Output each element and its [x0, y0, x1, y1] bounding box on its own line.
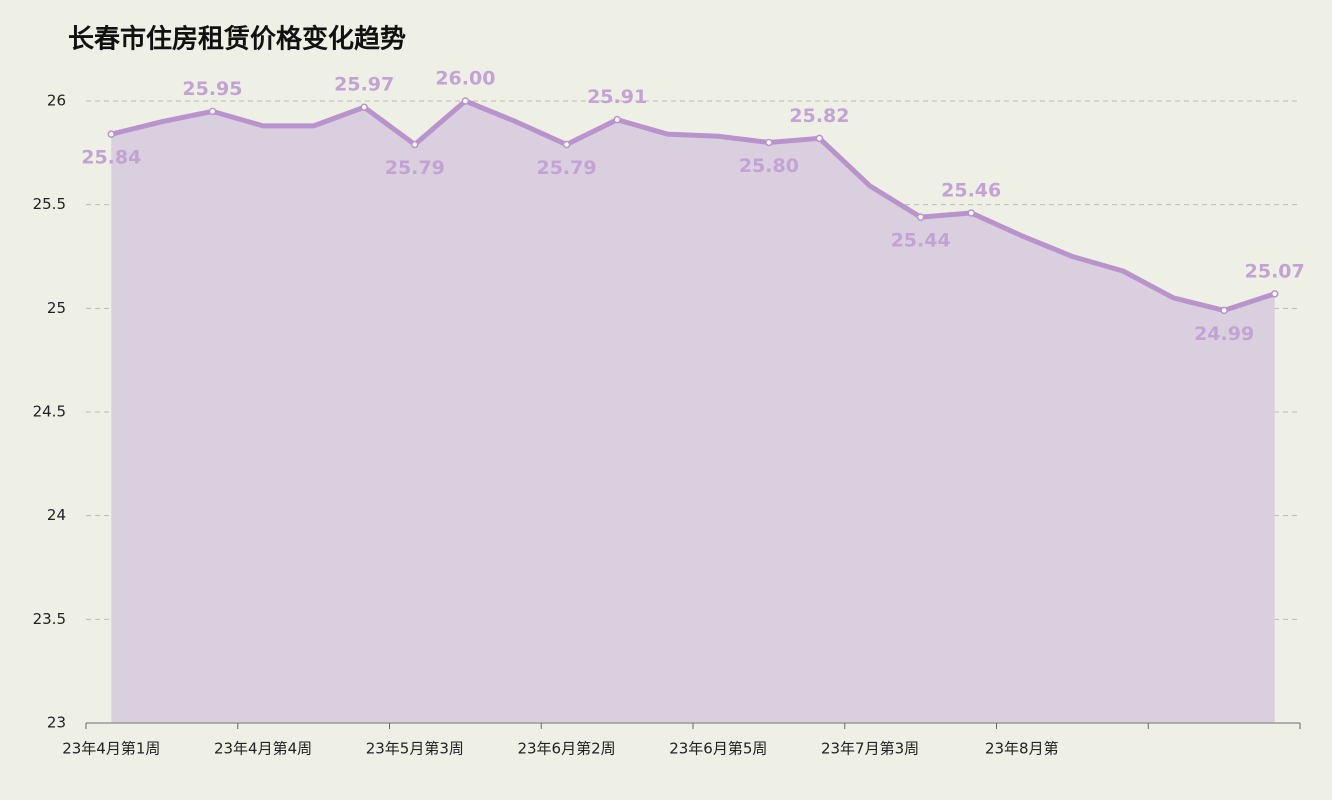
point [360, 103, 368, 111]
value-label: 25.82 [789, 105, 849, 127]
point [1270, 290, 1279, 298]
x-tick-label: 23年8月第 [985, 740, 1059, 758]
value-label: 25.79 [385, 157, 445, 179]
value-label: 25.97 [334, 74, 394, 96]
y-tick-label: 24 [47, 506, 66, 524]
point [815, 134, 824, 143]
value-label: 25.80 [739, 155, 799, 177]
value-label: 25.46 [941, 179, 1001, 201]
x-tick-label: 23年6月第2周 [517, 740, 615, 758]
point [461, 97, 470, 105]
y-tick-label: 25 [47, 299, 66, 317]
point [916, 213, 925, 221]
point [613, 115, 621, 124]
point [411, 140, 419, 149]
value-label: 25.07 [1245, 260, 1305, 282]
x-tick-label: 23年4月第4周 [214, 740, 312, 758]
value-label: 25.44 [891, 230, 951, 252]
y-tick-label: 25.5 [33, 195, 66, 213]
x-tick-label: 23年5月第3周 [366, 740, 464, 758]
chart-title: 长春市住房租赁价格变化趋势 [68, 24, 406, 55]
point [765, 138, 773, 147]
value-label: 25.91 [587, 86, 647, 108]
value-label: 25.84 [81, 147, 141, 169]
y-tick-label: 23.5 [33, 610, 66, 628]
value-label: 25.95 [182, 78, 242, 100]
line [110, 98, 1276, 313]
point [967, 209, 975, 217]
area [111, 101, 1275, 723]
point [562, 140, 571, 149]
point [1220, 306, 1228, 315]
point [208, 107, 217, 116]
y-tick-label: 23 [47, 714, 66, 732]
x-tick-label: 23年7月第3周 [821, 740, 919, 758]
y-tick-label: 24.5 [33, 403, 66, 421]
y-tick-label: 26 [47, 92, 66, 110]
x-tick-label: 23年4月第1周 [62, 740, 160, 758]
value-label: 24.99 [1194, 323, 1254, 345]
value-label: 26.00 [435, 68, 495, 90]
value-label: 25.79 [536, 157, 596, 179]
x-tick-label: 23年6月第5周 [669, 740, 767, 758]
point [107, 130, 116, 138]
